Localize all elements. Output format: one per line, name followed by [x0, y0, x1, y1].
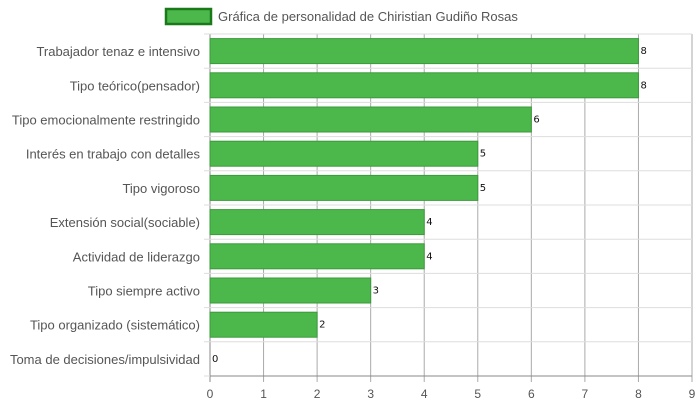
category-label: Interés en trabajo con detalles	[26, 147, 201, 162]
category-label: Extensión social(sociable)	[50, 215, 200, 230]
bar[interactable]	[209, 277, 372, 304]
bar[interactable]	[209, 140, 479, 167]
category-label: Tipo emocionalmente restringido	[12, 113, 200, 128]
category-label: Tipo organizado (sistemático)	[30, 318, 200, 333]
data-labels: 8 8 6 5 5 4 4 3 2 0	[212, 46, 647, 365]
data-label: 6	[533, 115, 539, 126]
data-label: 2	[319, 320, 325, 331]
category-label: Tipo vigoroso	[122, 181, 200, 196]
x-tick-label: 2	[314, 387, 321, 401]
x-axis: 0 1 2 3 4 5 6 7 8 9	[207, 375, 696, 401]
legend-swatch	[164, 7, 213, 26]
legend-label: Gráfica de personalidad de Chiristian Gu…	[218, 9, 518, 24]
bar[interactable]	[209, 209, 425, 236]
category-label: Trabajador tenaz e intensivo	[36, 44, 200, 59]
bar[interactable]	[209, 38, 639, 65]
data-label: 8	[640, 46, 646, 57]
x-tick-label: 7	[582, 387, 589, 401]
bar[interactable]	[209, 72, 639, 99]
x-tick-label: 6	[528, 387, 535, 401]
x-tick-label: 5	[474, 387, 481, 401]
category-label: Actividad de liderazgo	[73, 249, 200, 264]
x-tick-label: 8	[635, 387, 642, 401]
legend[interactable]: Gráfica de personalidad de Chiristian Gu…	[164, 7, 518, 26]
bars	[209, 38, 639, 338]
data-label: 0	[212, 354, 218, 365]
data-label: 4	[426, 217, 432, 228]
x-tick-label: 1	[260, 387, 267, 401]
category-label: Tipo siempre activo	[88, 284, 200, 299]
bar[interactable]	[209, 243, 425, 270]
bar[interactable]	[209, 106, 532, 133]
x-tick-label: 4	[421, 387, 428, 401]
category-labels: Trabajador tenaz e intensivo Tipo teórico…	[10, 44, 201, 367]
x-tick-label: 9	[689, 387, 696, 401]
data-label: 8	[640, 80, 646, 91]
bar[interactable]	[209, 311, 318, 338]
data-label: 4	[426, 251, 432, 262]
data-label: 5	[480, 183, 486, 194]
x-tick-label: 0	[207, 387, 214, 401]
category-label: Toma de decisiones/impulsividad	[10, 352, 200, 367]
bar[interactable]	[209, 174, 479, 201]
data-label: 3	[373, 286, 379, 297]
x-tick-label: 3	[367, 387, 374, 401]
category-label: Tipo teórico(pensador)	[70, 78, 200, 93]
data-label: 5	[480, 149, 486, 160]
